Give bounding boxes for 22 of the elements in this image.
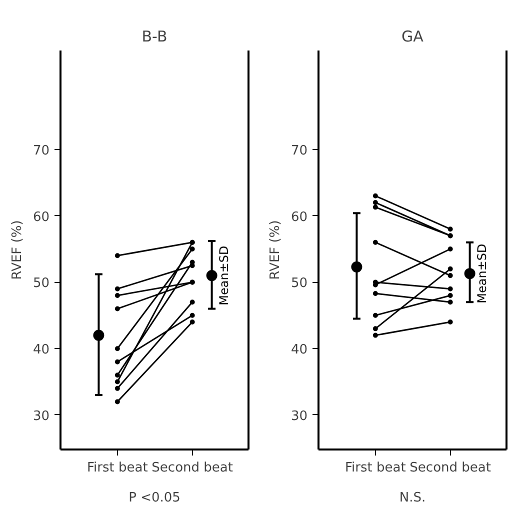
x-tick-label: Second beat	[410, 460, 491, 476]
y-axis-title: RVEF (%)	[268, 220, 283, 280]
chart-title: B-B	[142, 28, 168, 46]
y-tick-label: 30	[32, 408, 50, 424]
x-tick-label: Second beat	[152, 460, 233, 476]
text: P <0.05	[128, 490, 180, 506]
x-tick-label: First beat	[87, 460, 148, 476]
y-tick-label: 50	[290, 276, 308, 292]
y-tick-label: 40	[32, 342, 50, 358]
text: Mean±SD	[474, 244, 489, 304]
x-tick-label: First beat	[345, 460, 406, 476]
y-tick-label: 70	[290, 143, 308, 158]
text: Mean±SD	[216, 246, 231, 306]
y-tick-label: 50	[32, 276, 50, 292]
y-tick-label: 40	[290, 342, 308, 358]
y-tick-label: 60	[290, 210, 308, 225]
y-tick-label: 70	[32, 143, 50, 158]
y-tick-label: 30	[290, 408, 308, 424]
chart-title: GA	[402, 28, 424, 46]
text: N.S.	[399, 490, 426, 506]
y-axis-title: RVEF (%)	[10, 220, 25, 280]
y-tick-label: 60	[32, 210, 50, 225]
